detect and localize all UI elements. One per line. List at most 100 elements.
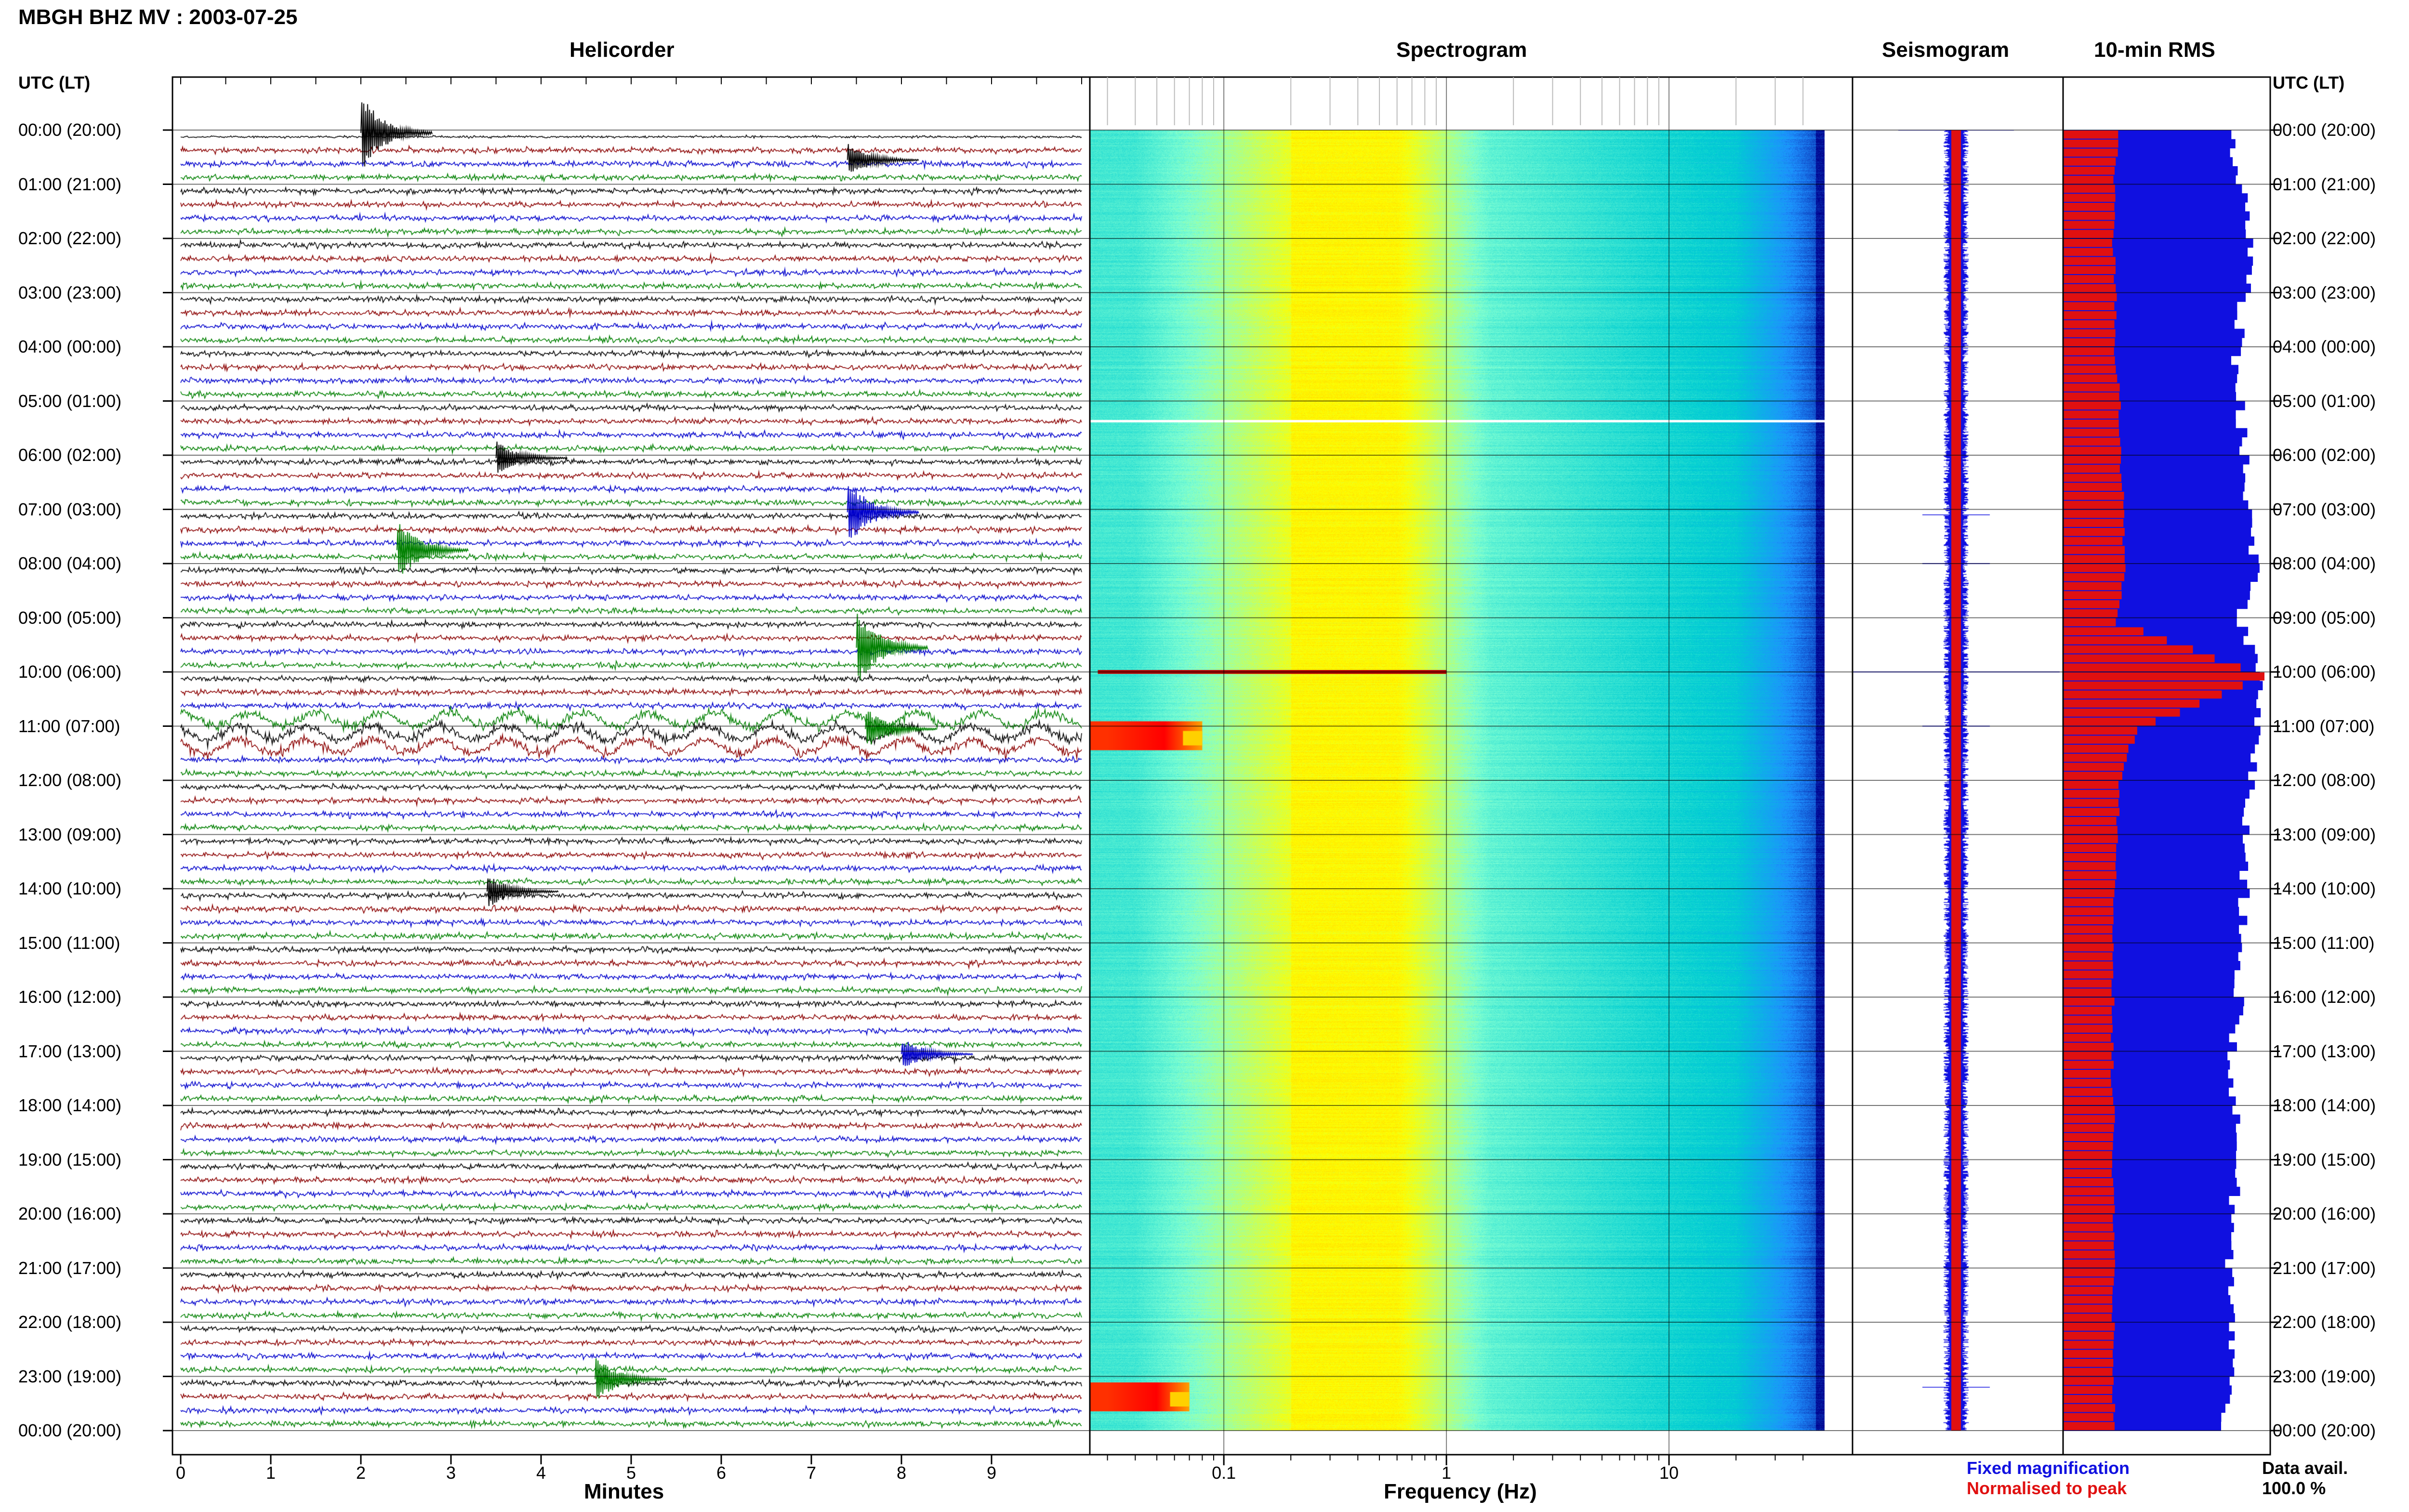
right-time-label: 10:00 (06:00) — [2273, 662, 2376, 682]
rms-normalised-bar — [2063, 492, 2124, 500]
left-time-label: 09:00 (05:00) — [18, 607, 122, 628]
rms-normalised-bar — [2063, 1214, 2113, 1223]
rms-normalised-bar — [2063, 1404, 2116, 1412]
rms-normalised-bar — [2063, 889, 2115, 897]
rms-normalised-bar — [2063, 374, 2118, 382]
rms-normalised-bar — [2063, 1133, 2114, 1141]
rms-normalised-bar — [2063, 1124, 2114, 1132]
rms-normalised-bar — [2063, 248, 2113, 256]
right-time-label: 11:00 (07:00) — [2273, 716, 2375, 736]
rms-normalised-bar — [2063, 943, 2114, 952]
left-time-label: 17:00 (13:00) — [18, 1041, 122, 1061]
rms-normalised-bar — [2063, 510, 2125, 518]
rms-normalised-bar — [2063, 456, 2121, 464]
rms-normalised-bar — [2063, 347, 2114, 355]
rms-normalised-bar — [2063, 627, 2144, 635]
rms-normalised-bar — [2063, 998, 2115, 1006]
rms-normalised-bar — [2063, 211, 2115, 220]
rms-normalised-bar — [2063, 1341, 2114, 1349]
rms-normalised-bar — [2063, 555, 2125, 563]
right-time-label: 05:00 (01:00) — [2273, 391, 2376, 411]
rms-normalised-bar — [2063, 871, 2117, 880]
left-time-label: 00:00 (20:00) — [18, 120, 122, 140]
rms-normalised-bar — [2063, 1287, 2113, 1295]
helicorder-x-tick-label: 3 — [446, 1463, 456, 1483]
rms-normalised-bar — [2063, 1187, 2114, 1196]
rms-normalised-bar — [2063, 907, 2114, 916]
right-time-label: 23:00 (19:00) — [2273, 1366, 2376, 1386]
rms-normalised-bar — [2063, 1323, 2115, 1331]
left-time-label: 11:00 (07:00) — [18, 716, 120, 736]
rms-normalised-bar — [2063, 753, 2127, 762]
right-time-label: 18:00 (14:00) — [2273, 1095, 2376, 1115]
left-time-label: 19:00 (15:00) — [18, 1149, 122, 1170]
rms-normalised-bar — [2063, 1377, 2114, 1385]
rms-normalised-bar — [2063, 447, 2121, 455]
rms-normalised-bar — [2063, 1034, 2111, 1042]
rms-normalised-bar — [2063, 844, 2117, 852]
helicorder-traces — [172, 77, 1088, 1455]
right-time-axis-header: UTC (LT) — [2273, 73, 2345, 92]
rms-normalised-bar — [2063, 573, 2125, 581]
rms-normalised-bar — [2063, 880, 2115, 888]
rms-normalised-bar — [2063, 564, 2126, 572]
rms-normalised-bar — [2063, 681, 2243, 690]
spectrogram-x-tick-label: 10 — [1659, 1463, 1679, 1483]
rms-normalised-bar — [2063, 1223, 2113, 1232]
rms-normalised-bar — [2063, 817, 2117, 825]
right-time-label: 00:00 (20:00) — [2273, 120, 2376, 140]
rms-normalised-bar — [2063, 1097, 2114, 1105]
left-time-label: 23:00 (19:00) — [18, 1366, 122, 1386]
rms-normalised-bar — [2063, 789, 2119, 798]
left-time-label: 04:00 (00:00) — [18, 337, 122, 356]
rms-normalised-bar — [2063, 1350, 2113, 1358]
seismogram-title: Seismogram — [1882, 38, 2010, 62]
rms-normalised-bar — [2063, 1025, 2113, 1033]
left-time-label: 00:00 (20:00) — [18, 1420, 122, 1440]
right-time-label: 00:00 (20:00) — [2273, 1420, 2376, 1440]
right-time-label: 02:00 (22:00) — [2273, 228, 2376, 248]
rms-normalised-bar — [2063, 916, 2114, 924]
rms-normalised-bar — [2063, 1277, 2114, 1286]
rms-normalised-bar — [2063, 1006, 2112, 1015]
rms-normalised-bar — [2063, 1070, 2111, 1078]
rms-normalised-bar — [2063, 338, 2115, 346]
rms-normalised-bar — [2063, 1142, 2113, 1150]
right-time-label: 04:00 (00:00) — [2273, 337, 2376, 356]
rms-normalised-bar — [2063, 1115, 2115, 1123]
rms-normalised-bar — [2063, 898, 2114, 907]
rms-normalised-bar — [2063, 636, 2167, 644]
rms-normalised-bar — [2063, 961, 2113, 970]
rms-normalised-bar — [2063, 329, 2116, 338]
rms-normalised-bar — [2063, 654, 2215, 663]
rms-normalised-bar — [2063, 726, 2137, 735]
rms-normalised-bar — [2063, 500, 2124, 509]
rms-normalised-bar — [2063, 745, 2129, 753]
rms-normalised-bar — [2063, 1422, 2115, 1430]
right-time-label: 12:00 (08:00) — [2273, 770, 2376, 790]
rms-normalised-bar — [2063, 275, 2114, 283]
right-time-label: 16:00 (12:00) — [2273, 987, 2376, 1007]
right-time-label: 08:00 (04:00) — [2273, 553, 2376, 573]
left-time-label: 20:00 (16:00) — [18, 1204, 122, 1223]
rms-normalised-bar — [2063, 1259, 2115, 1268]
rms-normalised-bar — [2063, 139, 2118, 148]
rms-normalised-bar — [2063, 826, 2118, 834]
rms-normalised-bar — [2063, 618, 2116, 627]
rms-normalised-bar — [2063, 699, 2200, 708]
right-time-label: 09:00 (05:00) — [2273, 607, 2376, 628]
rms-normalised-bar — [2063, 537, 2123, 545]
rms-normalised-bar — [2063, 952, 2113, 960]
rms-normalised-bar — [2063, 1331, 2114, 1340]
rms-normalised-bar — [2063, 483, 2122, 491]
left-time-label: 01:00 (21:00) — [18, 174, 122, 194]
helicorder-x-tick-label: 5 — [626, 1463, 636, 1483]
rms-normalised-bar — [2063, 853, 2116, 861]
rms-normalised-bar — [2063, 266, 2116, 274]
rms-normalised-bar — [2063, 175, 2114, 184]
rms-normalised-bar — [2063, 158, 2116, 166]
legend-fixed-magnification: Fixed magnification — [1967, 1458, 2130, 1478]
rms-normalised-bar — [2063, 1295, 2113, 1304]
rms-normalised-bar — [2063, 320, 2115, 329]
rms-normalised-bar — [2063, 808, 2120, 816]
